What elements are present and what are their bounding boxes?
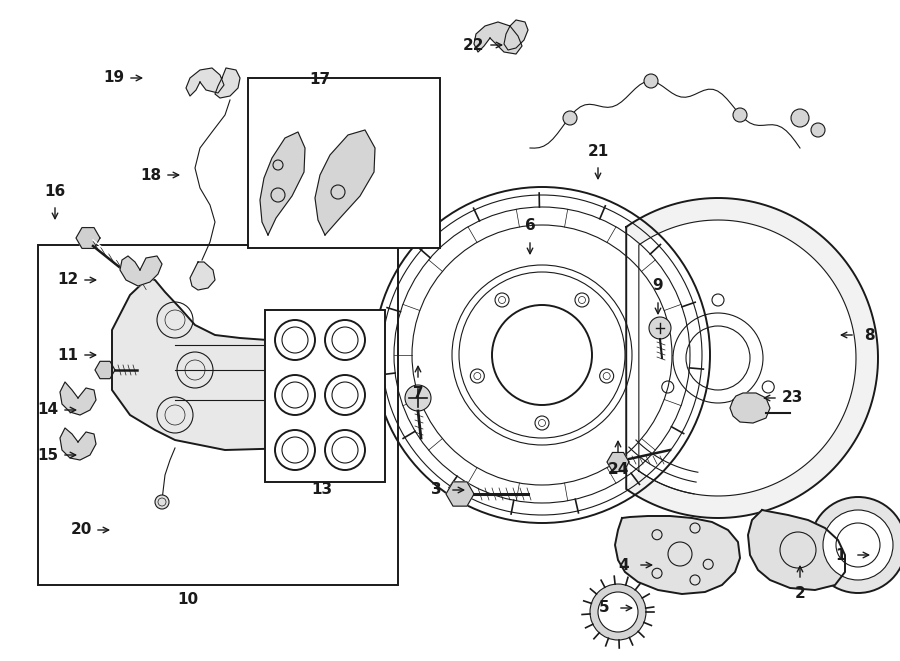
- Text: 7: 7: [413, 387, 423, 401]
- Circle shape: [791, 109, 809, 127]
- Text: 18: 18: [140, 167, 162, 182]
- Text: 9: 9: [652, 278, 663, 293]
- Bar: [265, 310, 385, 482]
- Text: 12: 12: [58, 272, 78, 288]
- Polygon shape: [95, 362, 115, 379]
- Bar: [248, 78, 440, 248]
- Text: 11: 11: [58, 348, 78, 362]
- Polygon shape: [76, 227, 100, 249]
- Polygon shape: [260, 132, 305, 235]
- Polygon shape: [60, 382, 96, 415]
- Text: 24: 24: [608, 461, 629, 477]
- Circle shape: [811, 123, 825, 137]
- Text: 1: 1: [836, 547, 846, 563]
- Polygon shape: [190, 262, 215, 290]
- Text: 5: 5: [598, 600, 609, 615]
- Polygon shape: [748, 510, 845, 590]
- Text: 15: 15: [38, 447, 58, 463]
- Polygon shape: [60, 428, 96, 460]
- Bar: [38, 245, 398, 585]
- Circle shape: [598, 592, 638, 632]
- Text: 20: 20: [70, 522, 92, 537]
- Text: 16: 16: [44, 184, 66, 198]
- Polygon shape: [607, 453, 629, 471]
- Circle shape: [673, 313, 763, 403]
- Polygon shape: [504, 20, 528, 50]
- Text: 13: 13: [311, 483, 333, 498]
- Polygon shape: [315, 130, 375, 235]
- Text: 8: 8: [864, 327, 874, 342]
- Text: 10: 10: [177, 592, 199, 607]
- Polygon shape: [730, 393, 770, 423]
- Text: 22: 22: [464, 38, 485, 52]
- Polygon shape: [120, 256, 162, 286]
- Polygon shape: [215, 68, 240, 98]
- Text: 2: 2: [795, 586, 806, 602]
- Polygon shape: [186, 68, 224, 96]
- Polygon shape: [112, 278, 330, 450]
- Text: 17: 17: [310, 73, 330, 87]
- Text: 4: 4: [618, 557, 629, 572]
- Circle shape: [563, 111, 577, 125]
- Circle shape: [810, 497, 900, 593]
- Circle shape: [644, 74, 658, 88]
- Text: 6: 6: [525, 219, 535, 233]
- Text: 21: 21: [588, 143, 608, 159]
- Circle shape: [155, 495, 169, 509]
- Circle shape: [405, 385, 431, 411]
- Text: 3: 3: [431, 483, 441, 498]
- Circle shape: [733, 108, 747, 122]
- Text: 23: 23: [781, 391, 803, 405]
- Text: 14: 14: [38, 403, 58, 418]
- Circle shape: [823, 510, 893, 580]
- Polygon shape: [615, 516, 740, 594]
- Text: 19: 19: [104, 71, 124, 85]
- Circle shape: [649, 317, 671, 339]
- Polygon shape: [626, 198, 878, 518]
- Polygon shape: [446, 482, 474, 506]
- Circle shape: [590, 584, 646, 640]
- Polygon shape: [474, 22, 522, 54]
